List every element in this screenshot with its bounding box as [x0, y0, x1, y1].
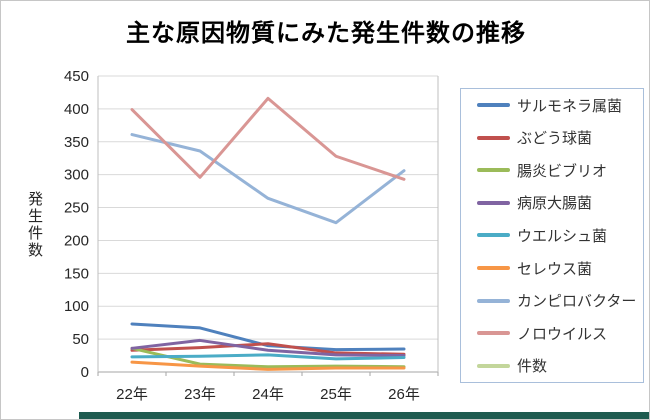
x-tick-label: 26年	[388, 386, 420, 403]
y-tick-label: 450	[64, 68, 89, 85]
legend-item: カンピロバクター	[477, 290, 643, 311]
series-line-カンピロバクター	[130, 133, 406, 225]
legend-line-swatch	[477, 200, 510, 205]
legend: サルモネラ属菌 ぶどう球菌 腸炎ビブリオ 病原大腸菌 ウエルシュ菌 セレウス菌 …	[460, 88, 644, 383]
legend-line-swatch	[477, 363, 510, 368]
series-line-病原大腸菌	[130, 338, 406, 358]
y-tick-label: 100	[64, 298, 89, 315]
y-tick-label: 350	[64, 134, 89, 151]
series-line-腸炎ビブリオ	[130, 346, 406, 369]
legend-line-swatch	[477, 298, 510, 303]
x-tick-label: 22年	[116, 386, 148, 403]
x-tick-label: 23年	[184, 386, 216, 403]
legend-label: 腸炎ビブリオ	[517, 162, 608, 180]
legend-line-swatch	[477, 266, 510, 270]
legend-line-swatch	[477, 233, 510, 238]
y-axis-title: 発生件数	[27, 191, 43, 259]
chart-title: 主な原因物質にみた発生件数の推移	[126, 20, 526, 47]
legend-label: セレウス菌	[517, 260, 593, 278]
y-tick-label: 0	[81, 364, 89, 381]
y-tick-label: 300	[64, 167, 89, 184]
series-line-ウエルシュ菌	[130, 353, 406, 361]
legend-item: ぶどう球菌	[477, 127, 643, 148]
legend-label: ウエルシュ菌	[517, 227, 608, 245]
legend-item: 腸炎ビブリオ	[477, 160, 643, 181]
y-tick-label: 50	[72, 331, 89, 348]
y-tick-label: 200	[64, 232, 89, 249]
legend-item: 件数	[477, 355, 643, 376]
legend-label: カンピロバクター	[517, 293, 637, 311]
legend-item: セレウス菌	[477, 258, 643, 279]
legend-line-swatch	[477, 331, 510, 336]
series-line-セレウス菌	[130, 360, 406, 371]
legend-line-swatch	[477, 135, 510, 140]
y-tick-label: 250	[64, 200, 89, 217]
legend-label: ぶどう球菌	[517, 130, 593, 148]
legend-label: 件数	[517, 358, 548, 376]
y-tick-label: 400	[64, 101, 89, 118]
series-line-ぶどう球菌	[130, 342, 406, 356]
legend-label: 病原大腸菌	[517, 195, 593, 213]
legend-item: ノロウイルス	[477, 323, 643, 344]
y-tick-label: 150	[64, 265, 89, 282]
series-line-サルモネラ属菌	[130, 322, 406, 352]
legend-item: サルモネラ属菌	[477, 95, 643, 116]
legend-item: ウエルシュ菌	[477, 225, 643, 246]
legend-line-swatch	[477, 103, 510, 108]
legend-item: 病原大腸菌	[477, 192, 643, 213]
legend-label: ノロウイルス	[517, 325, 608, 343]
x-tick-label: 25年	[320, 386, 352, 403]
series-line-ノロウイルス	[130, 96, 406, 181]
bottom-edge-bar	[79, 412, 649, 419]
legend-line-swatch	[477, 168, 510, 173]
x-tick-label: 24年	[252, 386, 284, 403]
legend-label: サルモネラ属菌	[517, 97, 623, 115]
